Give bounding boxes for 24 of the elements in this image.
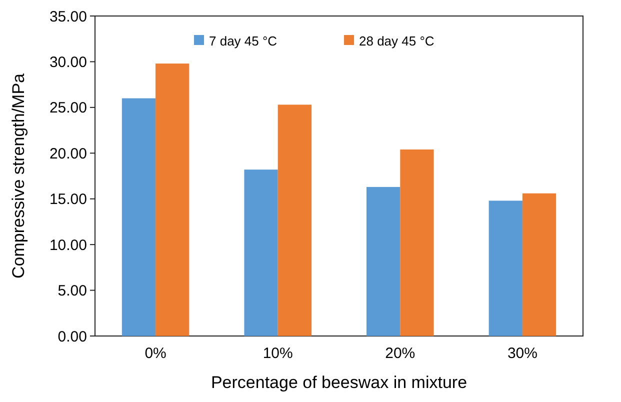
bar	[244, 170, 278, 336]
x-axis-title: Percentage of beeswax in mixture	[210, 373, 468, 392]
y-tick-label: 25.00	[49, 100, 87, 117]
y-tick-label: 30.00	[49, 54, 87, 71]
legend-label: 28 day 45 °C	[359, 34, 434, 49]
y-tick-label: 15.00	[49, 191, 87, 208]
y-tick-label: 10.00	[49, 236, 87, 254]
x-tick-label: 20%	[385, 345, 416, 362]
legend-label: 7 day 45 °C	[209, 34, 278, 49]
bar	[488, 200, 522, 336]
y-tick-label: 5.00	[58, 282, 87, 300]
x-tick-label: 30%	[507, 345, 538, 362]
bar	[522, 193, 556, 336]
bar	[122, 98, 156, 336]
y-axis-title: Compressive strength/MPa	[9, 72, 28, 279]
x-tick-label: 10%	[262, 345, 293, 362]
y-tick-label: 35.00	[49, 8, 87, 26]
y-tick-label: 20.00	[49, 145, 87, 162]
bar	[366, 186, 400, 336]
x-tick-label: 0%	[144, 345, 166, 362]
bar	[400, 149, 434, 336]
y-tick-label: 0.00	[58, 328, 87, 346]
bar	[278, 104, 312, 336]
bar	[156, 64, 190, 336]
